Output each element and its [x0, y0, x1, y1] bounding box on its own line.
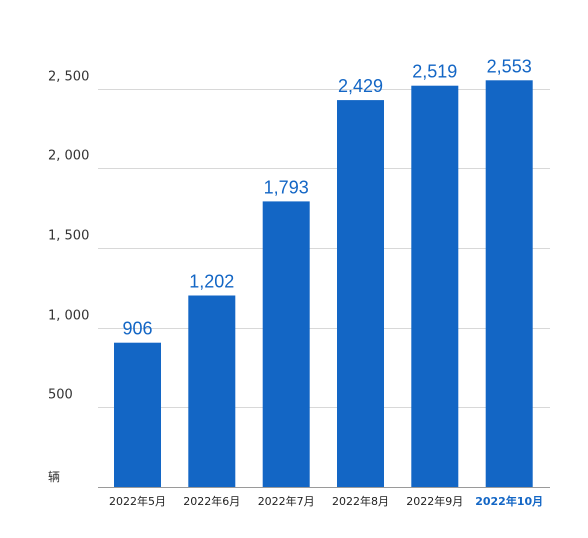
bar-value-label-5: 2,553	[487, 56, 532, 76]
y-axis-ticks: 500 1, 000 1, 500 2, 000 2, 500	[48, 70, 89, 403]
bar-value-labels: 906 1,202 1,793 2,429 2,519 2,553	[122, 56, 531, 338]
bar-value-label-0: 906	[122, 319, 152, 339]
bar-1	[188, 295, 236, 487]
x-tick-label-2: 2022年7月	[258, 494, 315, 508]
y-tick-label-2500: 2, 500	[48, 70, 89, 85]
bars	[114, 80, 533, 488]
bar-4	[411, 85, 459, 487]
y-tick-label-500: 500	[48, 388, 73, 403]
y-axis-unit-label: 辆	[48, 470, 60, 484]
bar-3	[337, 100, 384, 487]
bar-value-label-3: 2,429	[338, 76, 383, 96]
bar-value-label-1: 1,202	[189, 272, 234, 292]
x-tick-label-0: 2022年5月	[109, 494, 166, 508]
bar-value-label-2: 1,793	[264, 177, 309, 197]
bar-0	[114, 342, 161, 487]
gridlines	[98, 89, 550, 488]
bar-value-label-4: 2,519	[412, 62, 457, 82]
x-axis-ticks: 2022年5月 2022年6月 2022年7月 2022年8月 2022年9月 2022年…	[109, 494, 543, 508]
y-tick-label-1500: 1, 500	[48, 229, 89, 244]
x-tick-label-1: 2022年6月	[183, 494, 240, 508]
y-tick-label-1000: 1, 000	[48, 309, 89, 324]
x-tick-label-3: 2022年8月	[332, 494, 389, 508]
x-tick-label-4: 2022年9月	[406, 494, 463, 508]
y-tick-label-2000: 2, 000	[48, 149, 89, 164]
bar-2	[262, 201, 310, 487]
bar-5	[485, 80, 533, 488]
x-tick-label-5: 2022年10月	[475, 494, 543, 508]
